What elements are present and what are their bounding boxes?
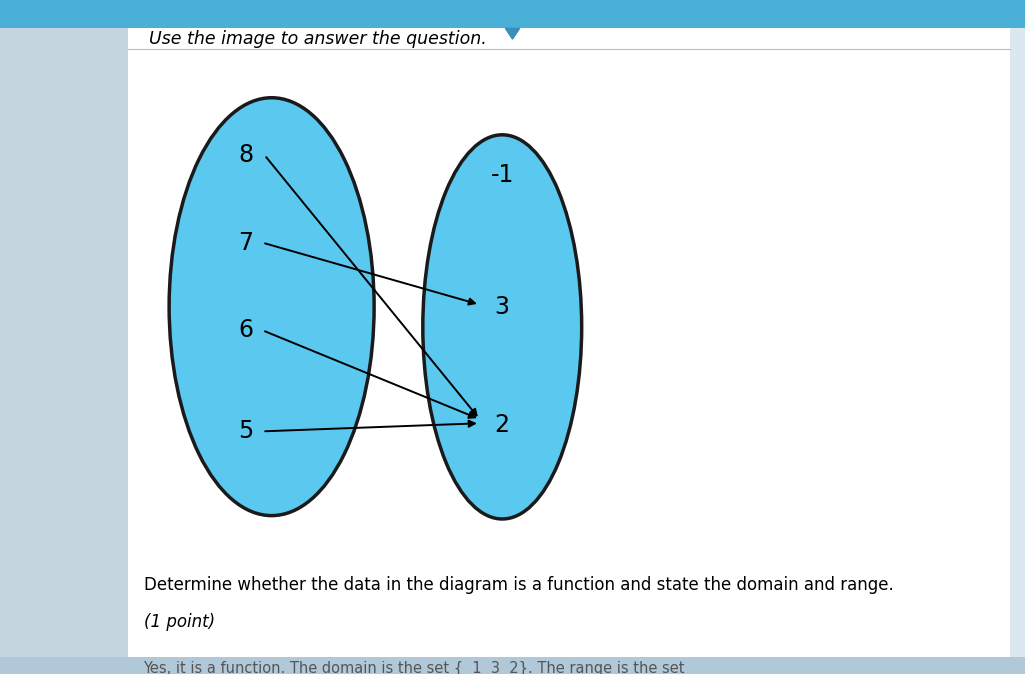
Polygon shape [505, 28, 520, 39]
FancyBboxPatch shape [0, 0, 1025, 28]
Ellipse shape [169, 98, 374, 516]
Text: 8: 8 [239, 143, 253, 167]
Text: 5: 5 [239, 419, 253, 443]
FancyBboxPatch shape [0, 657, 1025, 674]
Text: 7: 7 [239, 231, 253, 255]
FancyBboxPatch shape [128, 0, 1010, 674]
Text: 2: 2 [495, 412, 509, 437]
Text: Yes, it is a function. The domain is the set {  1  3  2}. The range is the set: Yes, it is a function. The domain is the… [144, 661, 685, 674]
Text: 6: 6 [239, 318, 253, 342]
FancyBboxPatch shape [0, 0, 128, 674]
Text: -1: -1 [491, 163, 514, 187]
Text: Use the image to answer the question.: Use the image to answer the question. [149, 30, 487, 49]
Ellipse shape [422, 135, 582, 519]
FancyBboxPatch shape [1010, 0, 1025, 674]
Text: Determine whether the data in the diagram is a function and state the domain and: Determine whether the data in the diagra… [144, 576, 893, 594]
Text: (1 point): (1 point) [144, 613, 214, 632]
Text: 3: 3 [495, 295, 509, 319]
